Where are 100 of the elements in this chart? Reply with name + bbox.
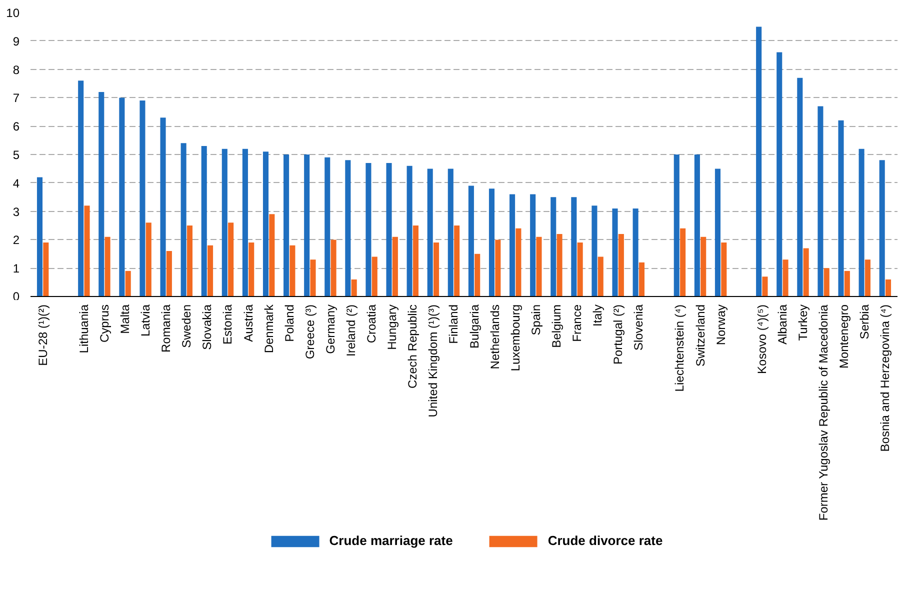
bar: [427, 168, 433, 296]
bar: [612, 208, 618, 296]
bar: [284, 154, 290, 296]
x-tick-label: Montenegro: [837, 304, 852, 369]
bar: [858, 148, 864, 296]
x-tick-label: Croatia: [364, 304, 379, 344]
x-tick-label: Finland: [446, 304, 461, 344]
bar: [186, 226, 192, 296]
bar: [330, 240, 336, 296]
bar: [125, 270, 131, 296]
bar: [386, 163, 392, 296]
x-tick-label: Slovakia: [200, 304, 214, 350]
bar: [351, 279, 357, 296]
x-tick-label: Spain: [528, 304, 543, 336]
x-tick-label: Sweden: [180, 304, 194, 348]
legend-label: Crude divorce rate: [548, 533, 663, 548]
bar: [324, 157, 330, 296]
x-tick-label: Liechtenstein (⁴): [672, 304, 687, 392]
bar: [248, 242, 254, 296]
x-tick-label: Turkey: [796, 304, 810, 341]
y-tick-label: 8: [12, 62, 20, 77]
bar: [166, 251, 172, 296]
bar: [43, 242, 49, 296]
bar: [714, 168, 721, 296]
bar: [454, 226, 460, 296]
bar: [488, 188, 495, 296]
bar: [674, 154, 680, 296]
x-tick-label: Hungary: [385, 304, 400, 350]
bar: [844, 270, 850, 296]
x-tick-label: Austria: [241, 304, 256, 342]
bar: [412, 226, 418, 296]
bar: [879, 160, 885, 296]
y-tick-label: 9: [12, 34, 20, 48]
bar: [818, 106, 824, 296]
bar: [160, 118, 166, 296]
x-tick-label: Kosovo (⁴)(⁵): [754, 304, 769, 374]
x-tick-label: Latvia: [138, 304, 153, 337]
bar: [406, 166, 412, 296]
x-tick-label: Malta: [118, 304, 132, 334]
x-tick-label: Estonia: [220, 304, 235, 345]
y-tick-label: 2: [12, 233, 20, 248]
x-tick-label: Cyprus: [97, 304, 112, 343]
x-tick-label: Former Yugoslav Republic of Macedonia: [816, 304, 831, 521]
x-tick-label: Romania: [159, 304, 174, 353]
x-tick-label: Czech Republic: [406, 304, 420, 389]
bar: [510, 194, 516, 296]
y-tick-label: 6: [12, 120, 20, 134]
bar: [372, 256, 378, 296]
x-tick-label: Luxembourg: [508, 304, 522, 372]
x-tick-label: Belgium: [549, 304, 564, 348]
bar: [776, 52, 782, 296]
x-tick-label: Albania: [775, 304, 790, 345]
x-tick-label: Serbia: [858, 304, 872, 340]
bar: [146, 222, 152, 296]
bar: [242, 148, 248, 296]
bar: [36, 177, 43, 296]
bar: [392, 236, 398, 296]
y-tick-label: 3: [12, 204, 20, 219]
bar: [495, 240, 501, 296]
x-tick-label: Bulgaria: [467, 304, 482, 349]
bar: [78, 80, 84, 296]
x-tick-label: Lithuania: [76, 304, 91, 354]
bar: [632, 208, 638, 296]
bar: [762, 276, 768, 296]
bar: [228, 222, 234, 296]
bar: [119, 98, 125, 296]
x-tick-label: Italy: [590, 304, 605, 327]
bar: [838, 120, 844, 296]
bar: [556, 234, 562, 296]
bar: [84, 206, 90, 296]
bar: [310, 260, 316, 296]
x-tick-label: EU-28 (¹)(²): [36, 304, 50, 366]
x-tick-label: Poland: [282, 304, 296, 342]
bar: [700, 236, 706, 296]
bar: [638, 262, 644, 296]
bar: [290, 245, 296, 296]
bar: [885, 279, 892, 296]
bar: [618, 234, 624, 296]
x-tick-label: Portugal (²): [611, 304, 626, 365]
bar: [694, 154, 700, 296]
bar: [864, 260, 870, 296]
bar: [180, 143, 186, 296]
x-tick-label: Greece (³): [302, 304, 317, 360]
x-tick-label: Switzerland: [693, 304, 708, 367]
y-tick-label: 10: [6, 6, 20, 20]
x-tick-label: Norway: [714, 304, 728, 346]
bar: [577, 242, 583, 296]
bar: [468, 186, 474, 296]
bar: [304, 154, 310, 296]
bar: [550, 197, 556, 296]
x-tick-label: Denmark: [262, 304, 276, 354]
y-tick-label: 5: [12, 148, 20, 162]
bar: [797, 78, 803, 296]
bar: [269, 214, 275, 296]
bar: [598, 256, 604, 296]
x-tick-label: Germany: [323, 304, 338, 354]
bar: [448, 168, 454, 296]
bar: [474, 254, 480, 296]
bar: [366, 163, 372, 296]
bar: [756, 26, 762, 296]
